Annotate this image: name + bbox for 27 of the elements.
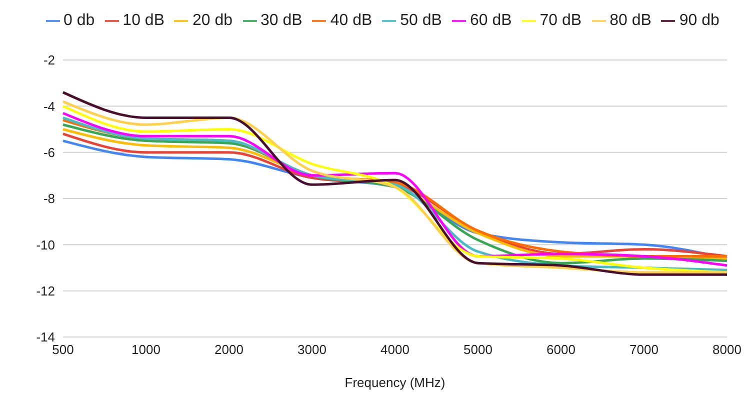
y-tick-label: -6 [43,144,55,160]
x-tick-label: 500 [52,342,74,358]
legend-label: 10 dB [122,12,164,29]
y-tick-label: -4 [43,98,55,114]
x-tick-label: 1000 [132,342,160,358]
legend-label: 0 db [64,12,95,29]
legend-label: 40 dB [330,12,372,29]
x-tick-label: 6000 [546,342,576,358]
x-tick-label: 8000 [712,342,742,358]
x-tick-label: 2000 [214,342,244,358]
y-tick-label: -2 [43,52,55,68]
y-tick-label: -12 [36,283,55,298]
y-tick-label: -10 [36,237,55,252]
legend-label: 60 dB [470,12,512,29]
x-tick-label: 4000 [380,342,410,358]
x-tick-label: 7000 [630,342,658,358]
x-axis-title: Frequency (MHz) [344,375,446,390]
legend-label: 80 dB [610,12,652,29]
y-tick-label: -8 [43,191,55,206]
legend-label: 30 dB [260,12,302,29]
x-tick-label: 3000 [298,342,326,358]
legend-label: 90 db [679,12,720,29]
legend-label: 70 dB [540,12,582,29]
y-tick-label: -14 [36,330,55,345]
legend-label: 50 dB [400,12,442,29]
legend-label: 20 db [192,12,233,29]
x-tick-label: 5000 [464,342,492,358]
